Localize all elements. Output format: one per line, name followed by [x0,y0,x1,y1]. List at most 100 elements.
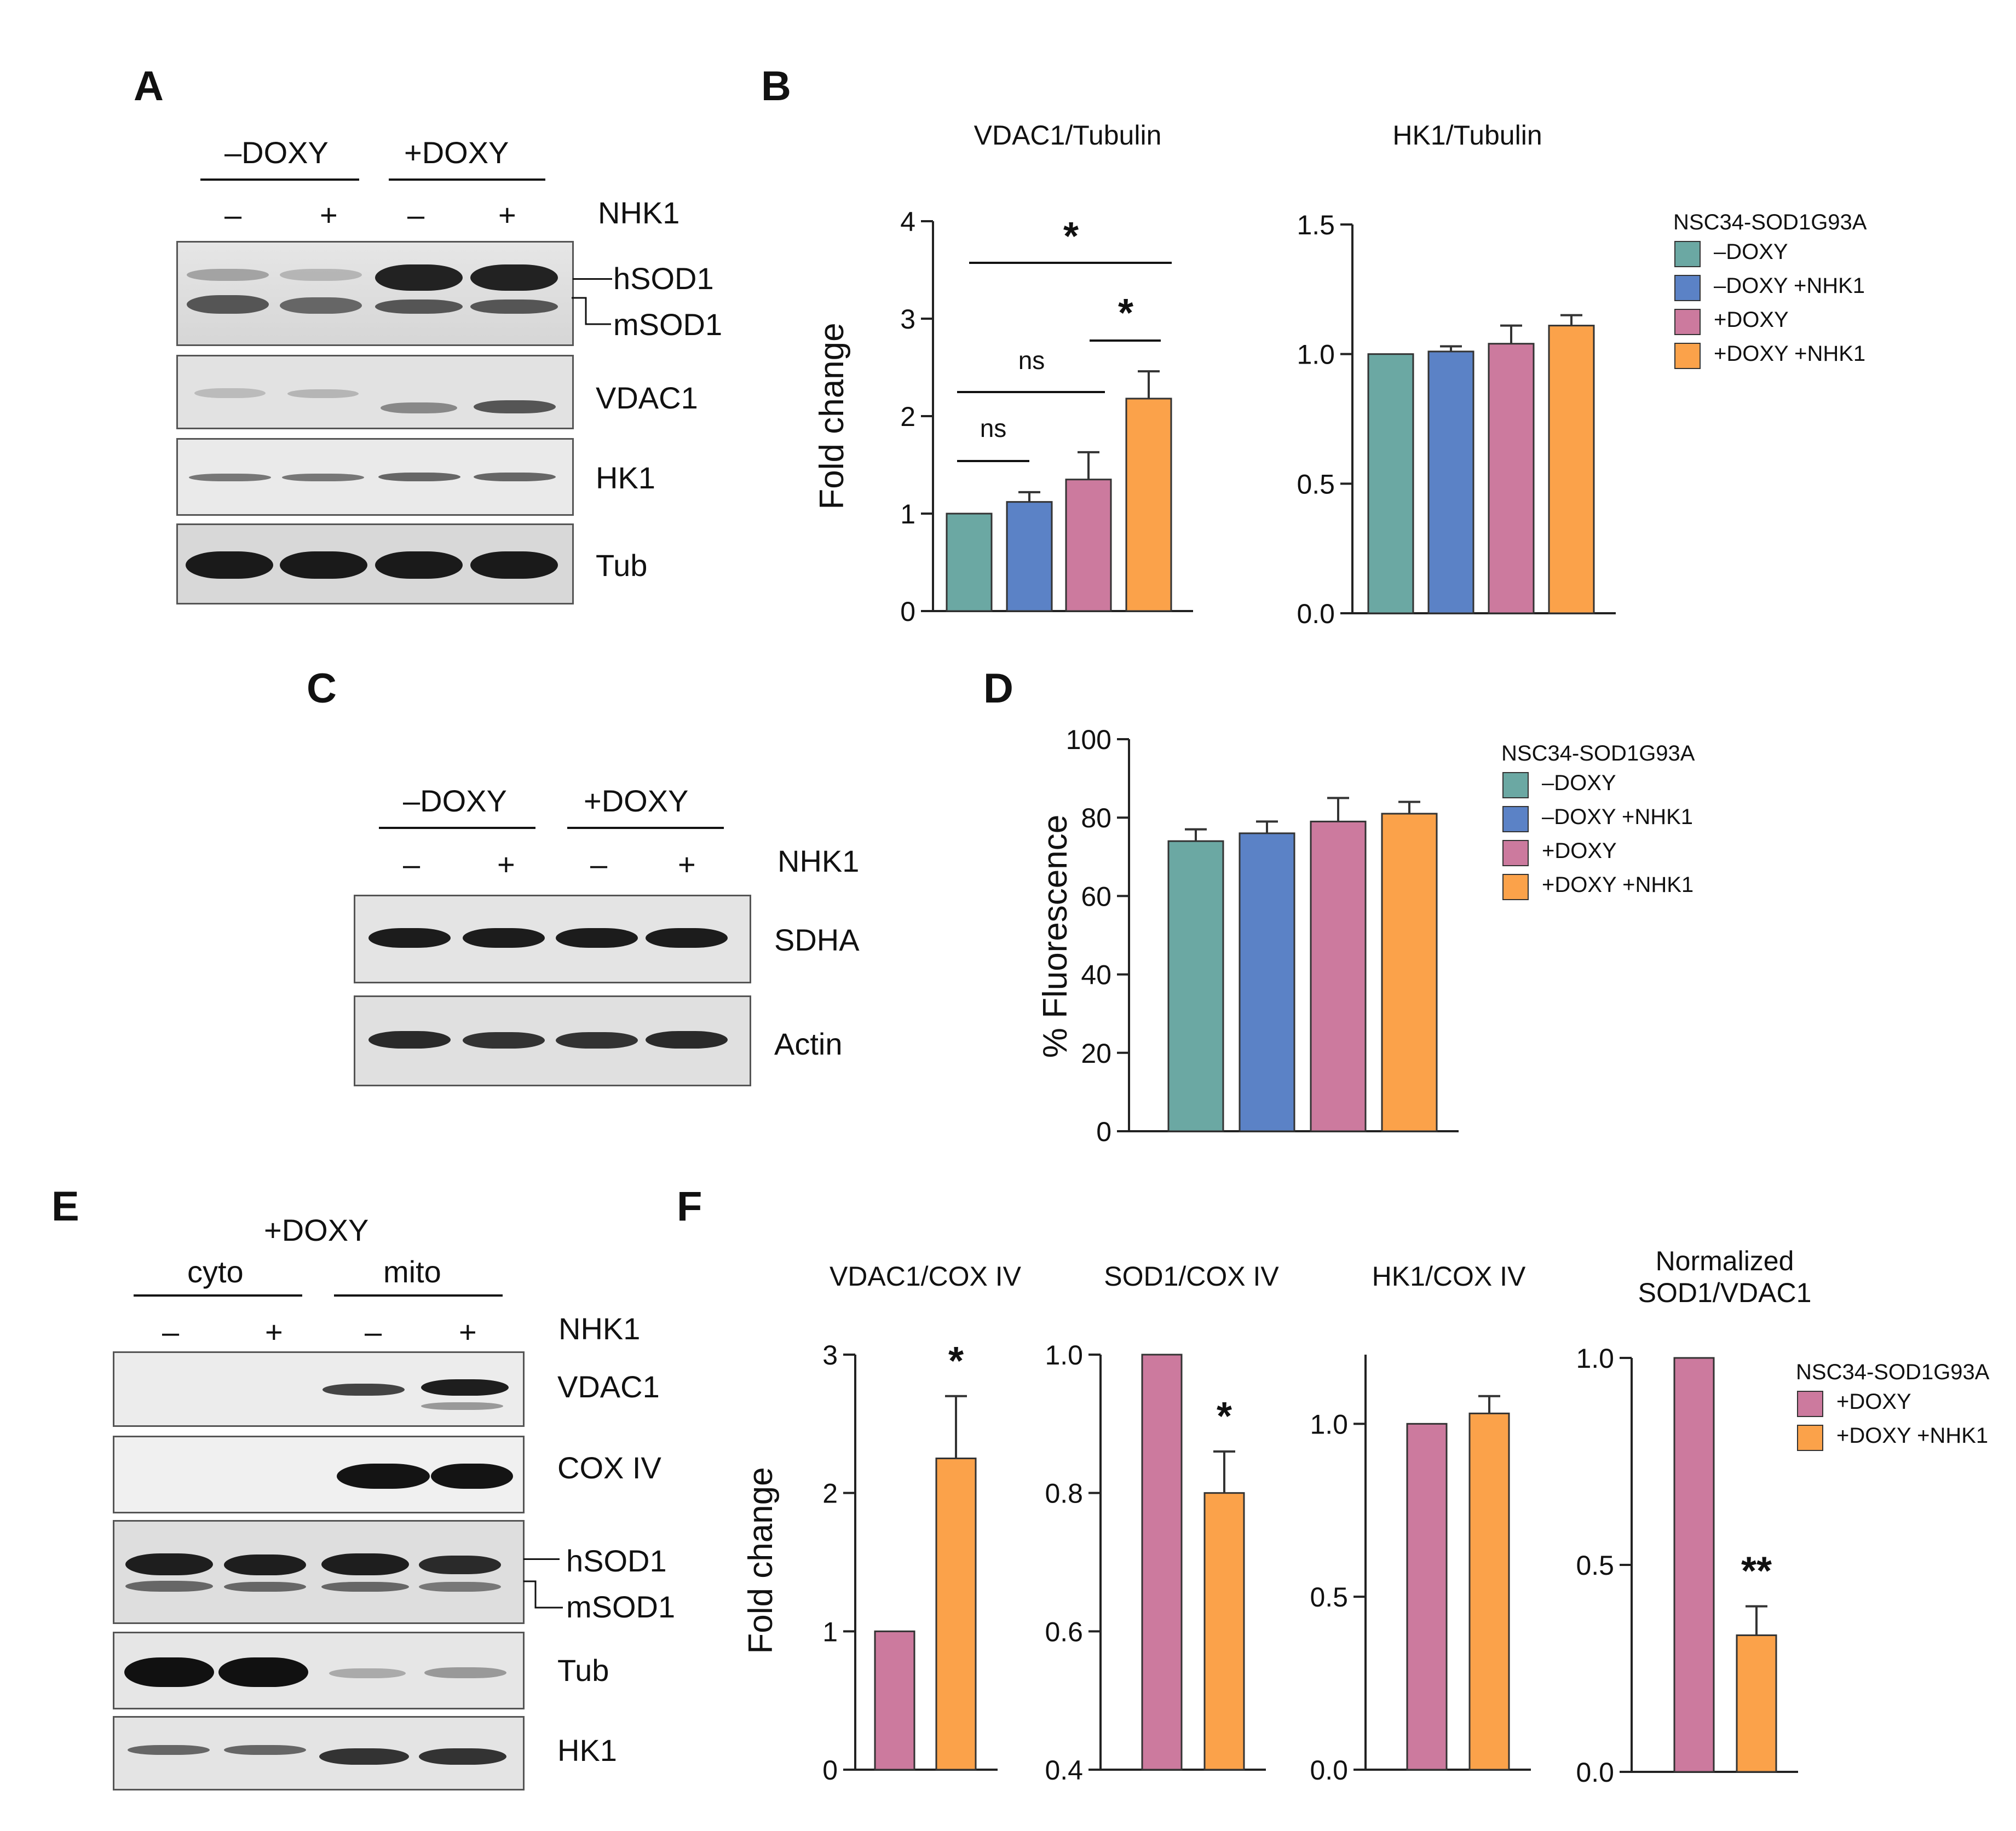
blot-e-row-vdac1: VDAC1 [557,1369,660,1404]
blot-e-group-cyto: cyto [187,1254,244,1289]
blot-e-header: +DOXY [264,1213,369,1247]
blot-a-vdac1-strip [176,355,574,429]
panel-letter-a: A [134,63,164,110]
legend-b-title: NSC34-SOD1G93A [1673,210,1867,234]
blot-e-tub-strip [113,1632,525,1709]
blot-a-row-tub: Tub [596,548,648,583]
legend-d-swatch-4 [1502,874,1529,900]
legend-b-swatch-3 [1674,309,1701,335]
blot-e-group-line-2 [334,1294,503,1297]
blot-c-group-plus-doxy: +DOXY [584,784,689,818]
blot-a-msod1-leader [572,297,611,325]
blot-e-msod1-leader [523,1580,563,1609]
y-tick-label: 0 [822,1755,838,1786]
legend-f-item-1: +DOXY [1836,1390,1911,1414]
blot-a-sod1-strip [176,241,574,346]
y-tick-label: 100 [1066,724,1111,755]
blot-a-sign-2: + [320,198,338,232]
y-tick-label: 0 [900,596,915,627]
legend-f-title: NSC34-SOD1G93A [1796,1360,1990,1384]
blot-a-tub-strip [176,523,574,604]
blot-e-row-tub: Tub [557,1653,609,1688]
blot-a-group-minus-doxy: –DOXY [224,135,329,170]
blot-a-group-line-2 [389,179,545,181]
blot-c-row-sdha: SDHA [774,923,860,957]
sig-label: ns [980,414,1007,442]
sig-label: * [1118,291,1133,335]
panel-letter-e: E [51,1183,79,1230]
chart-title: SOD1/VDAC1 [1638,1277,1812,1308]
blot-a-group-line-1 [200,179,359,181]
bar [1006,501,1053,612]
blot-c-nhk1-label: NHK1 [777,844,860,878]
y-tick-label: 2 [822,1478,838,1509]
bar [1427,350,1474,614]
legend-d-item-2: –DOXY +NHK1 [1542,805,1694,829]
blot-e-row-hsod1: hSOD1 [566,1544,667,1578]
y-tick-label: 1.0 [1045,1340,1083,1371]
chart-title: HK1/COX IV [1372,1261,1526,1292]
blot-c-sign-2: + [497,847,515,882]
y-tick-label: 80 [1081,803,1111,833]
chart-d: 0 20 40 60 80 100 % Fluorescence [1036,724,1459,1147]
y-tick-label: 0.0 [1297,598,1335,629]
bar [1065,479,1112,612]
blot-a-row-vdac1: VDAC1 [596,381,698,415]
legend-b-swatch-4 [1674,343,1701,369]
legend-b-item-4: +DOXY +NHK1 [1714,342,1866,366]
bar [1203,1492,1245,1771]
legend-f-swatch-2 [1797,1425,1823,1451]
panel-letter-f: F [677,1183,702,1230]
blot-c-row-actin: Actin [774,1027,843,1061]
chart-f3: 0.0 0.5 1.0 HK1/COX IV [1310,1261,1531,1786]
y-tick-label: 3 [900,304,915,335]
blot-e-sign-1: – [162,1315,180,1349]
y-tick-label: 4 [900,206,915,237]
blot-e-row-coxiv: COX IV [557,1450,661,1485]
y-tick-label: 0.0 [1576,1757,1614,1788]
sig-label: * [948,1339,964,1383]
bar [1406,1423,1448,1771]
blot-a-row-hsod1: hSOD1 [613,261,714,296]
bar [1141,1354,1183,1771]
y-tick-label: 1.0 [1310,1409,1348,1440]
sig-label: * [1063,215,1079,258]
y-tick-label: 0.5 [1576,1550,1614,1581]
chart-title: Normalized [1656,1246,1794,1276]
legend-d-item-4: +DOXY +NHK1 [1542,873,1694,897]
legend-d-title: NSC34-SOD1G93A [1501,741,1695,765]
y-axis-label: % Fluorescence [1036,815,1074,1058]
legend-d-item-3: +DOXY [1542,839,1617,863]
chart-b1: 0 1 2 3 4 VDAC1/Tubulin Fold change ns ns * * [813,120,1193,627]
panel-letter-c: C [307,665,337,712]
y-tick-label: 20 [1081,1038,1111,1069]
y-tick-label: 2 [900,401,915,432]
legend-f-swatch-1 [1797,1391,1823,1417]
blot-a-nhk1-label: NHK1 [598,195,680,230]
blot-e-vdac1-strip [113,1351,525,1427]
bar [1167,840,1224,1132]
y-tick-label: 0.6 [1045,1616,1083,1647]
legend-d-item-1: –DOXY [1542,771,1616,795]
y-tick-label: 0.5 [1310,1582,1348,1613]
legend-b-item-2: –DOXY +NHK1 [1714,274,1865,298]
legend-b-swatch-1 [1674,241,1701,267]
blot-c-sign-4: + [678,847,696,882]
blot-e-nhk1-label: NHK1 [558,1311,641,1346]
bar [1468,1412,1510,1771]
panel-letter-b: B [761,63,791,110]
blot-e-hk1-strip [113,1716,525,1790]
legend-b-item-3: +DOXY [1714,308,1789,332]
sig-label: ** [1741,1550,1772,1593]
legend-b-item-1: –DOXY [1714,240,1788,264]
y-tick-label: 0.4 [1045,1755,1083,1786]
blot-e-group-mito: mito [383,1254,441,1289]
blot-e-group-line-1 [134,1294,302,1297]
legend-d-swatch-2 [1502,806,1529,832]
chart-f1: 0 1 2 3 VDAC1/COX IV Fold change * [742,1261,1022,1786]
legend-d-swatch-1 [1502,772,1529,798]
bar [1673,1357,1715,1773]
blot-c-group-line-2 [567,827,724,829]
